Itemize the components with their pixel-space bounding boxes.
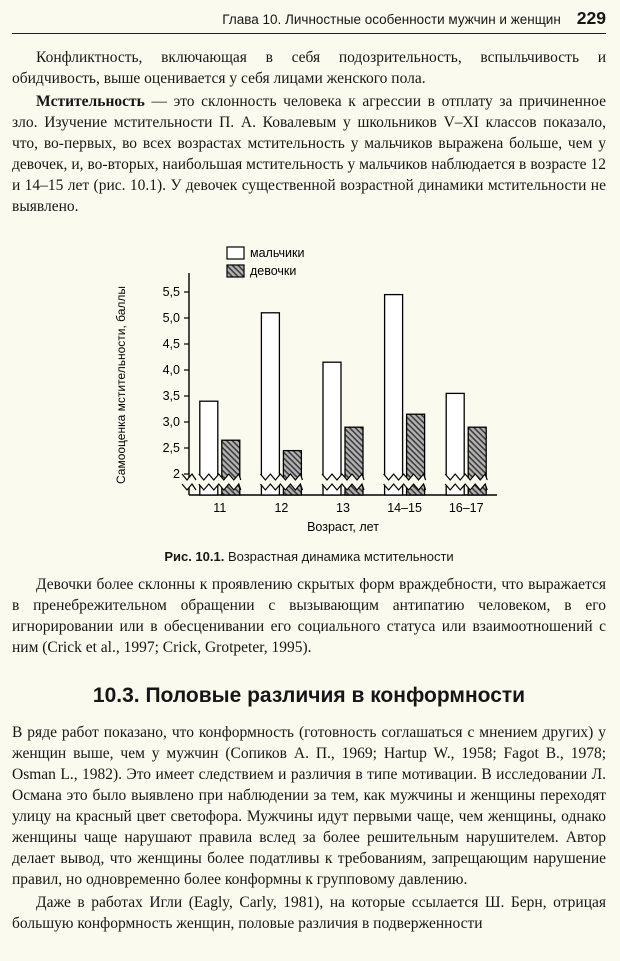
paragraph-vindictiveness: Мстительность — это склонность человека …	[12, 91, 606, 217]
bar-boys-16–17	[445, 392, 465, 496]
figure-caption: Рис. 10.1. Возрастная динамика мстительн…	[109, 549, 509, 564]
axis-break-zigzag	[383, 472, 427, 481]
axis-break-zigzag	[181, 472, 197, 481]
figure-caption-label: Рис. 10.1.	[164, 549, 225, 564]
axis-break-band	[198, 474, 241, 490]
axis-break-band	[260, 474, 303, 490]
y-tick-label: 3,0	[163, 415, 180, 429]
legend-label-girls: девочки	[250, 264, 296, 278]
x-tick-label: 12	[274, 501, 288, 515]
axis-break-zigzag	[198, 472, 242, 481]
page-number: 229	[576, 8, 606, 28]
axis-break-band	[445, 474, 488, 490]
y-tick-label: 2,5	[163, 441, 180, 455]
x-tick-label: 13	[336, 501, 350, 515]
axis-break-zigzag	[444, 482, 488, 491]
y-axis-title: Самооценка мстительности, баллы	[114, 286, 128, 484]
header-rule	[12, 33, 606, 34]
legend-swatch-boys	[226, 246, 245, 260]
axis-break-zigzag	[259, 482, 303, 491]
bar-boys-12	[260, 312, 281, 496]
figure-10-1: 2 2,5 3,0 3,5 4,0 4,5 5,0 5,5 11 12 13 14–15 16–17 ма…	[109, 237, 509, 564]
x-tick-label: 16–17	[449, 501, 484, 515]
axis-break-zigzag	[259, 472, 303, 481]
bar-boys-11	[199, 400, 219, 496]
bar-girls-14–15	[405, 413, 426, 496]
bar-boys-14–15	[383, 293, 404, 496]
legend-swatch-girls	[226, 264, 245, 278]
axis-break-band	[182, 474, 196, 490]
axis-break-zigzag	[321, 472, 365, 481]
axis-break-band	[322, 474, 364, 490]
term-vindictiveness: Мстительность	[36, 93, 145, 110]
x-tick-label: 14–15	[387, 501, 422, 515]
axis-break-zigzag	[383, 482, 427, 491]
bar-chart: 2 2,5 3,0 3,5 4,0 4,5 5,0 5,5 11 12 13 14–15 16–17 ма…	[114, 246, 497, 534]
axis-break-band	[383, 474, 426, 490]
y-tick-label: 5,5	[163, 285, 180, 299]
y-tick-label: 2	[173, 467, 180, 481]
paragraph-hidden-hostility: Девочки более склонны к проявлению скрыт…	[12, 576, 606, 656]
x-axis-title: Возраст, лет	[307, 520, 379, 534]
bar-boys-13	[322, 361, 342, 496]
paragraph-eagly: Даже в работах Игли (Eagly, Carly, 1981)…	[12, 894, 606, 932]
paragraph-conformity: В ряде работ показано, что конформность …	[12, 724, 606, 888]
x-tick-label: 11	[213, 501, 226, 515]
figure-caption-text: Возрастная динамика мстительности	[227, 549, 454, 564]
axis-break-zigzag	[181, 482, 197, 491]
paragraph-vindictiveness-text: — это склонность человека к агрессии в о…	[12, 93, 606, 215]
legend-label-boys: мальчики	[250, 246, 304, 260]
y-tick-label: 3,5	[163, 389, 180, 403]
axis-break-zigzag	[198, 482, 242, 491]
y-tick-label: 4,0	[163, 363, 180, 377]
axis-break-zigzag	[444, 472, 488, 481]
page-header: Глава 10. Личностные особенности мужчин …	[12, 8, 606, 33]
running-head: Глава 10. Личностные особенности мужчин …	[222, 12, 561, 27]
y-tick-label: 5,0	[163, 311, 180, 325]
axis-break-zigzag	[321, 482, 365, 491]
section-heading: 10.3. Половые различия в конформности	[92, 684, 526, 707]
paragraph-conflict: Конфликтность, включающая в себя подозри…	[12, 49, 606, 87]
y-tick-label: 4,5	[163, 337, 180, 351]
